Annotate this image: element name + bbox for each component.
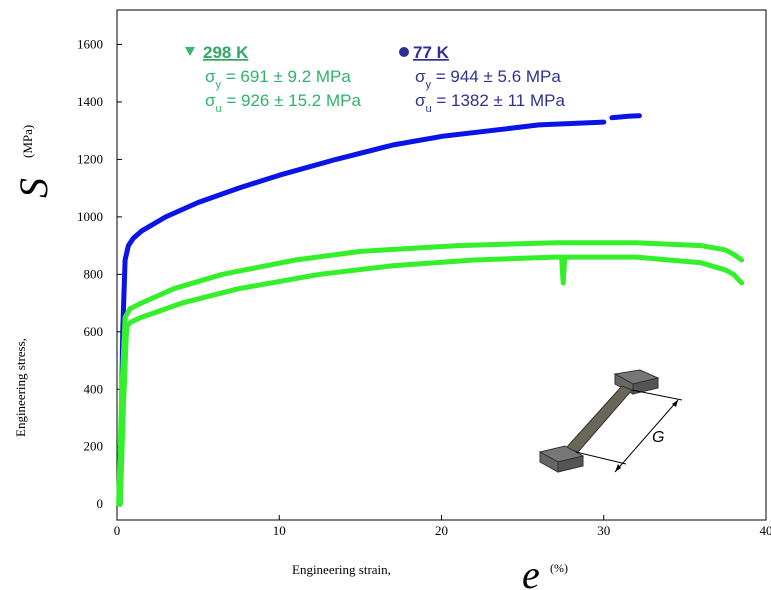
y-tick-label: 400 [84,381,104,396]
x-tick-label: 20 [435,523,448,538]
y-axis-unit: (MPa) [20,125,35,158]
legend-symbol: σ [415,91,426,110]
legend-symbol: σ [205,67,216,86]
series-line [116,240,745,507]
y-axis-symbol: S [11,178,56,198]
series-line [117,254,745,507]
x-tick-label: 30 [597,523,610,538]
legend-text: = 926 ± 15.2 MPa [222,91,362,110]
y-tick-label: 1200 [77,151,103,166]
legend-text: = 691 ± 9.2 MPa [221,67,351,86]
y-tick-label: 1400 [77,94,103,109]
legend-stat: σy = 691 ± 9.2 MPa [205,67,351,91]
legend-text: = 944 ± 5.6 MPa [431,67,561,86]
legend-subscript: u [216,103,222,115]
legend-stat: σu = 1382 ± 11 MPa [415,91,565,115]
legend-symbol: σ [205,91,216,110]
legend-subscript: y [426,79,432,91]
specimen-illustration [538,369,683,473]
legend-subscript: y [216,79,222,91]
legend-stat: σu = 926 ± 15.2 MPa [205,91,361,115]
legend-title: 77 K [413,43,450,62]
x-tick-label: 0 [114,523,121,538]
legend-title: 298 K [203,43,249,62]
legend-marker [185,47,195,56]
series-line [117,113,642,507]
legend-subscript: u [426,103,432,115]
x-tick-label: 10 [273,523,286,538]
x-axis-unit: (%) [550,561,568,575]
legend-text: = 1382 ± 11 MPa [432,91,566,110]
x-axis-label: Engineering strain, [292,562,391,577]
x-axis-symbol: e [522,552,540,590]
specimen-label: G [652,429,664,446]
y-tick-label: 0 [97,496,104,511]
y-tick-label: 600 [84,324,104,339]
legend-stat: σy = 944 ± 5.6 MPa [415,67,561,91]
y-axis-label: Engineering stress, [13,338,28,437]
y-tick-label: 800 [84,266,104,281]
y-tick-label: 1000 [77,209,103,224]
y-tick-label: 200 [84,439,104,454]
legend-marker [399,47,409,57]
plot-frame [116,9,767,521]
x-tick-label: 40 [760,523,771,538]
y-tick-label: 1600 [77,36,103,51]
legend-symbol: σ [415,67,426,86]
